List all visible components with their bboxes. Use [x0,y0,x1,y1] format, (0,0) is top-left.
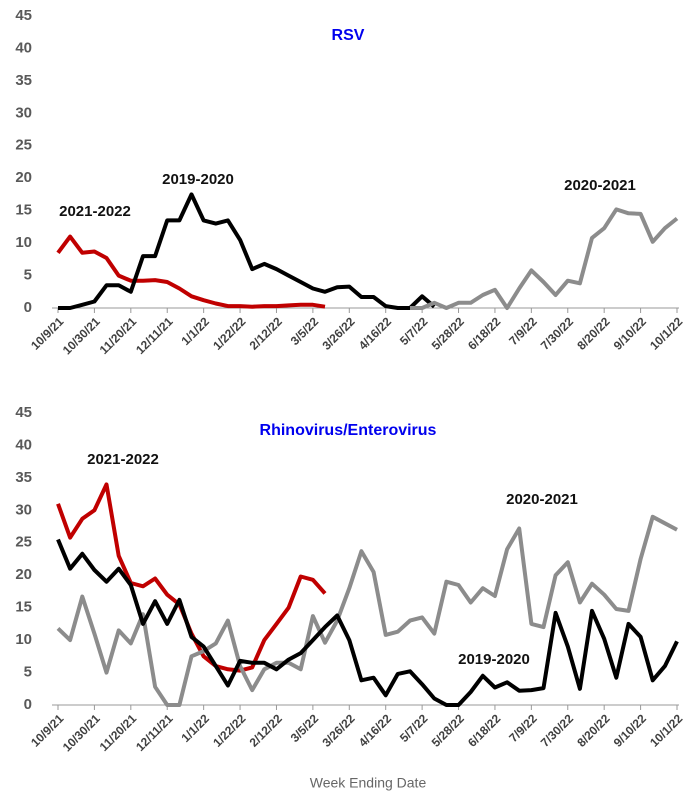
x-tick-label: 4/16/22 [356,314,394,352]
x-tick-label: 1/1/22 [179,711,213,745]
y-tick-label: 15 [15,599,32,616]
x-tick-label: 2/12/22 [247,314,285,352]
y-tick-label: 40 [15,39,32,56]
y-tick-label: 10 [15,631,32,648]
y-tick-label: 45 [15,404,32,421]
x-tick-label: 9/10/22 [611,711,649,749]
x-tick-label: 11/20/21 [97,711,140,754]
x-tick-label: 3/5/22 [288,314,322,348]
x-tick-label: 10/1/22 [647,314,685,352]
y-tick-label: 20 [15,169,32,186]
x-tick-label: 5/28/22 [429,314,467,352]
y-tick-label: 0 [24,696,32,713]
x-tick-label: 10/30/21 [60,711,103,754]
x-tick-label: 2/12/22 [247,711,285,749]
x-tick-label: 5/7/22 [397,711,431,745]
chart-title: RSV [332,27,365,44]
x-tick-label: 7/9/22 [506,314,540,348]
x-tick-label: 10/1/22 [647,711,685,749]
y-tick-label: 30 [15,501,32,518]
y-tick-label: 35 [15,469,32,486]
series-label: 2020-2021 [506,491,578,508]
x-tick-label: 6/18/22 [465,314,503,352]
series-label: 2019-2020 [458,651,530,668]
x-tick-label: 3/26/22 [319,314,357,352]
series-line [410,207,679,310]
y-tick-label: 20 [15,566,32,583]
y-tick-label: 5 [24,664,32,681]
series-label: 2021-2022 [59,203,131,220]
x-tick-label: 1/22/22 [210,711,248,749]
y-tick-label: 30 [15,104,32,121]
x-tick-label: 3/26/22 [319,711,357,749]
y-tick-label: 0 [24,299,32,316]
series-line [58,192,436,310]
y-tick-label: 10 [15,234,32,251]
series-label: 2021-2022 [87,451,159,468]
series-line [56,514,678,707]
x-axis-label: Week Ending Date [310,775,427,791]
y-tick-label: 40 [15,436,32,453]
x-tick-label: 10/30/21 [60,314,103,357]
x-tick-label: 12/11/21 [133,314,176,357]
x-tick-label: 7/30/22 [538,314,576,352]
y-tick-label: 25 [15,534,32,551]
x-tick-label: 7/30/22 [538,711,576,749]
series-line [56,538,679,707]
x-tick-label: 11/20/21 [97,314,140,357]
x-tick-label: 4/16/22 [356,711,394,749]
x-tick-label: 8/20/22 [574,314,612,352]
x-tick-label: 3/5/22 [288,711,322,745]
y-tick-label: 25 [15,137,32,154]
y-tick-label: 5 [24,267,32,284]
y-tick-label: 35 [15,72,32,89]
x-tick-label: 9/10/22 [611,314,649,352]
series-label: 2019-2020 [162,171,234,188]
x-tick-label: 5/28/22 [429,711,467,749]
series-line [56,234,326,309]
x-tick-label: 7/9/22 [506,711,540,745]
y-tick-label: 15 [15,202,32,219]
x-tick-label: 6/18/22 [465,711,503,749]
y-tick-label: 45 [15,7,32,24]
x-tick-label: 1/22/22 [210,314,248,352]
x-tick-label: 5/7/22 [397,314,431,348]
x-tick-label: 8/20/22 [574,711,612,749]
chart-title: Rhinovirus/Enterovirus [260,422,437,439]
series-label: 2020-2021 [564,177,636,194]
x-tick-label: 12/11/21 [133,711,176,754]
x-tick-label: 1/1/22 [179,314,213,348]
